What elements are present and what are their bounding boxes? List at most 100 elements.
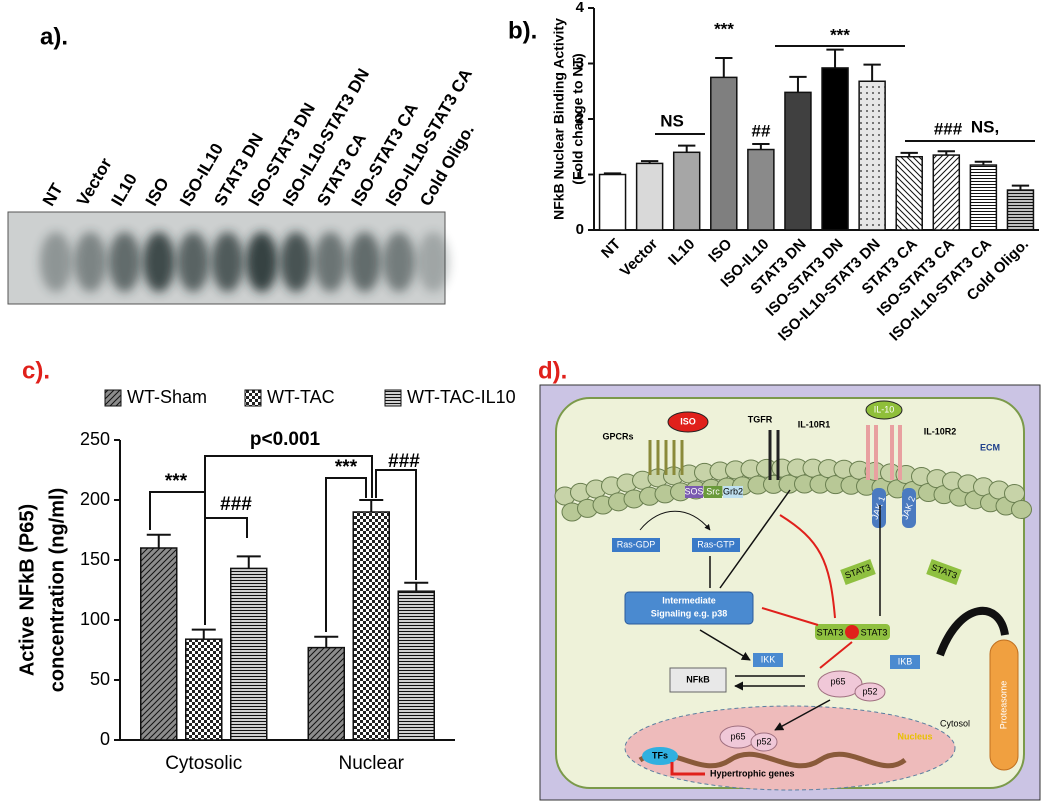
- bar: [635, 162, 664, 231]
- x-tick-label: ISO: [705, 235, 736, 266]
- jak: [902, 488, 916, 528]
- tfs: [642, 747, 678, 765]
- diagram-label: Proteasome: [998, 681, 1008, 730]
- diagram-label: TGFR: [748, 414, 773, 424]
- bar: [858, 80, 886, 231]
- diagram-label: TFs: [652, 750, 668, 760]
- bar: [672, 151, 701, 231]
- annotation: ***: [165, 471, 188, 492]
- inhibition: [761, 607, 819, 626]
- protein: [753, 653, 783, 667]
- legend-swatch: [244, 389, 262, 407]
- panel-label: c).: [22, 357, 50, 384]
- lane-label: IL10: [107, 170, 140, 209]
- pathway-diagram: ISO TGFR IL-10R1 IL-10 IL-10R2 GPCRs ECM…: [539, 384, 1041, 801]
- error-bar: [404, 581, 429, 592]
- diagram-label: Ras-GTP: [697, 539, 735, 549]
- y-axis-label: (Fold change to NT): [570, 53, 586, 184]
- diagram-label: ECM: [980, 442, 1000, 452]
- bar: [397, 590, 435, 741]
- annotation: ###: [220, 494, 252, 515]
- gel-band: [108, 232, 141, 292]
- p52: [854, 682, 886, 702]
- y-axis-label: concentration (ng/ml): [46, 488, 68, 692]
- y-tick-label: 0: [576, 221, 584, 238]
- bar: [352, 511, 390, 741]
- error-bar: [863, 63, 881, 82]
- gel-band: [211, 232, 244, 292]
- lane-label: NT: [39, 180, 67, 210]
- panel-label: d).: [538, 357, 567, 384]
- bar: [1006, 189, 1035, 231]
- panel-label: b).: [508, 17, 537, 44]
- stat3: [926, 559, 962, 585]
- diagram-label: STAT3: [861, 627, 888, 637]
- diagram-label: IKK: [761, 654, 776, 664]
- membrane-lipid: [1011, 500, 1032, 520]
- bar: [230, 567, 268, 741]
- y-tick-label: 50: [90, 669, 110, 689]
- diagram-label: p65: [830, 676, 845, 686]
- diagram-label: Hypertrophic genes: [710, 768, 795, 778]
- legend-label: WT-TAC: [267, 387, 335, 407]
- significance-bracket: [325, 477, 367, 632]
- gel-bands: [40, 232, 450, 292]
- y-axis-label: NFkB Nuclear Binding Activity: [551, 18, 567, 220]
- diagram-label: Grb2: [723, 486, 743, 496]
- diagram-label: IL-10R1: [798, 419, 831, 429]
- bar: [710, 76, 738, 231]
- proteasome: [989, 639, 1019, 771]
- arrow: [699, 489, 881, 660]
- error-bar: [826, 48, 844, 68]
- arrow: [639, 510, 711, 531]
- diagram-label: IL-10: [874, 404, 895, 414]
- gel-band: [417, 232, 450, 292]
- x-tick-label: NT: [598, 236, 624, 262]
- annotation: ***: [335, 457, 358, 478]
- lane-label: ISO: [142, 174, 173, 209]
- diagram-label: Src: [706, 486, 720, 496]
- signaling-box: [624, 591, 754, 625]
- bar: [821, 67, 849, 231]
- inhibition: [779, 514, 836, 619]
- protein: [890, 655, 920, 669]
- dna: [638, 751, 907, 769]
- bar: [307, 646, 345, 741]
- legend-label: WT-Sham: [127, 387, 207, 407]
- bar: [969, 164, 998, 231]
- legend-swatch: [384, 389, 402, 407]
- error-bar: [146, 533, 171, 548]
- annotation: ***: [830, 25, 850, 44]
- stat3: [840, 559, 876, 585]
- error-bar: [678, 144, 696, 153]
- p52: [750, 732, 778, 752]
- arrow: [774, 699, 831, 731]
- bar: [932, 154, 961, 231]
- panel-label: a).: [40, 23, 68, 50]
- gel-band: [348, 232, 381, 292]
- phospho: [845, 625, 859, 639]
- gel-band: [177, 232, 210, 292]
- diagram-label: Cytosol: [940, 718, 970, 728]
- diagram-label: NFkB: [686, 674, 710, 684]
- bar: [598, 173, 627, 231]
- gel-band: [314, 232, 347, 292]
- significance-bracket: [204, 517, 248, 625]
- diagram-label: SOS: [684, 486, 703, 496]
- y-tick-label: 200: [80, 489, 110, 509]
- annotation: ###: [934, 119, 963, 138]
- tgfr: [768, 430, 780, 480]
- y-tick-label: 4: [576, 0, 585, 16]
- y-tick-label: 250: [80, 429, 110, 449]
- diagram-label: Nucleus: [897, 731, 932, 741]
- significance-bracket: [375, 469, 417, 580]
- error-bar: [191, 628, 216, 640]
- y-tick-label: 100: [80, 609, 110, 629]
- diagram-label: p52: [756, 736, 771, 746]
- gel-band: [74, 232, 107, 292]
- y-axis-label: Active NFkB (P65): [16, 504, 38, 676]
- y-tick-label: 3: [576, 54, 584, 71]
- x-tick-label: IL10: [665, 236, 698, 269]
- degradation-arrow: [936, 606, 1009, 657]
